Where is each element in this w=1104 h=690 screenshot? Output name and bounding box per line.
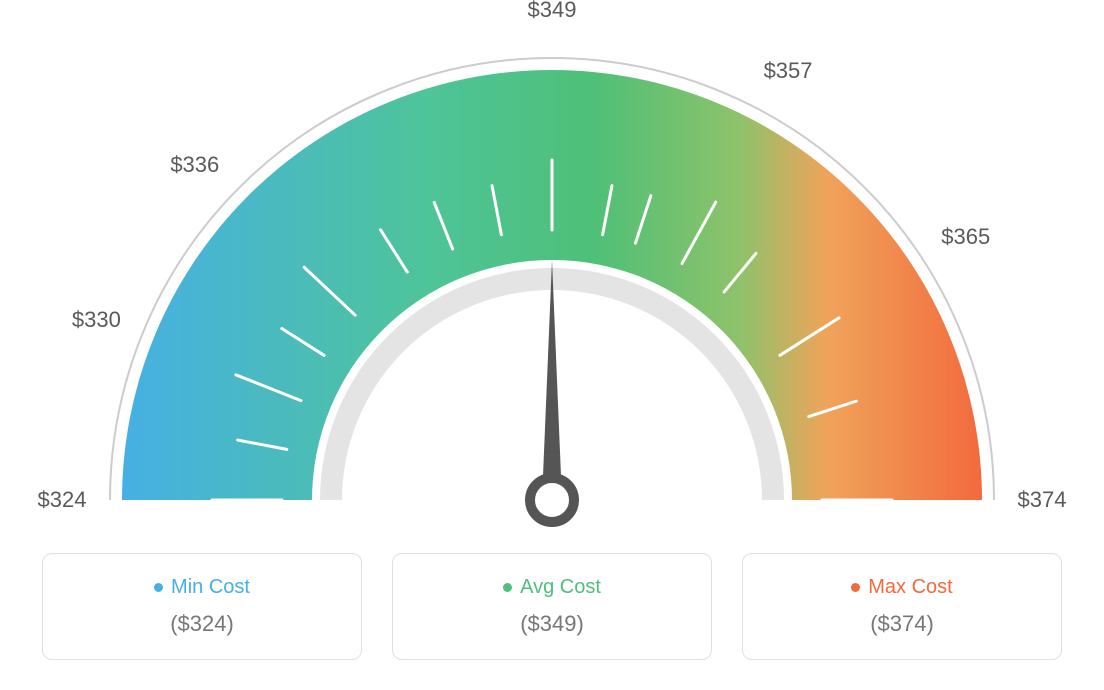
legend-card-avg: Avg Cost ($349) bbox=[392, 553, 712, 660]
gauge-tick-label: $330 bbox=[72, 307, 121, 333]
legend-dot-min bbox=[154, 583, 163, 592]
legend-label-max: Max Cost bbox=[868, 576, 952, 598]
gauge-tick-label: $357 bbox=[764, 58, 813, 84]
legend-label-avg: Avg Cost bbox=[520, 576, 601, 598]
legend-dot-max bbox=[851, 583, 860, 592]
gauge-svg bbox=[0, 0, 1104, 560]
legend-card-min: Min Cost ($324) bbox=[42, 553, 362, 660]
legend-value-min: ($324) bbox=[53, 611, 351, 637]
gauge-tick-label: $336 bbox=[170, 152, 219, 178]
legend-value-max: ($374) bbox=[753, 611, 1051, 637]
legend-dot-avg bbox=[503, 583, 512, 592]
gauge-tick-label: $365 bbox=[941, 224, 990, 250]
legend-title-min: Min Cost bbox=[53, 576, 351, 599]
legend-title-avg: Avg Cost bbox=[403, 576, 701, 599]
legend-label-min: Min Cost bbox=[171, 576, 250, 598]
legend-value-avg: ($349) bbox=[403, 611, 701, 637]
legend-row: Min Cost ($324) Avg Cost ($349) Max Cost… bbox=[0, 553, 1104, 660]
gauge-tick-label: $324 bbox=[38, 487, 87, 513]
legend-title-max: Max Cost bbox=[753, 576, 1051, 599]
legend-card-max: Max Cost ($374) bbox=[742, 553, 1062, 660]
gauge-area: $324 $330 $336 $349 $357 $365 $374 bbox=[0, 0, 1104, 560]
gauge-chart-container: $324 $330 $336 $349 $357 $365 $374 Min Cost ($… bbox=[0, 0, 1104, 690]
gauge-tick-label: $374 bbox=[1018, 487, 1067, 513]
gauge-tick-label: $349 bbox=[528, 0, 577, 23]
